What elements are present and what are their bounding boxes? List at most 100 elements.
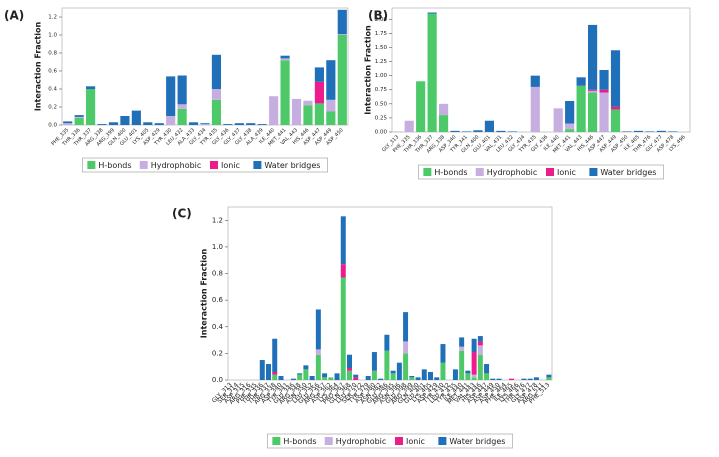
legend-label: Water bridges [264,161,320,170]
bar-segment [473,130,483,132]
bar-segment [490,378,496,380]
bar-segment [484,120,495,132]
bar-segment [314,103,324,125]
bar-segment [645,131,655,132]
bar-segment [599,89,609,93]
bar-segment [278,376,284,380]
bar-segment [74,117,84,125]
bar-segment [587,24,598,90]
bar-segment [297,373,303,375]
bar-segment [86,86,96,89]
bar-segment [484,373,490,380]
bar-segment [404,120,414,132]
y-tick-label: 1.0 [48,33,57,39]
bar-segment [390,370,396,374]
bar-segment [427,13,437,132]
legend-label: Hydrophobic [487,168,538,177]
bar-segment [477,354,483,380]
legend-label: Ionic [221,161,240,170]
y-tick-label: 1.75 [375,31,388,37]
bar-segment [353,377,359,380]
bar-segment [415,377,421,380]
bar-segment [599,70,609,90]
bar-segment [507,131,517,132]
legend-swatch [395,437,403,445]
panel-label: (B) [368,9,388,23]
bar-segment [587,90,598,93]
bar-segment [393,131,403,132]
bar-segment [328,377,334,380]
bar-segment [280,55,290,59]
y-tick-label: 1.50 [375,45,388,51]
panel-label: (A) [4,9,24,23]
y-tick-label: 1.2 [48,15,57,21]
legend-swatch [589,168,598,176]
y-axis-label: Interaction Fraction [364,25,373,115]
bar-segment [622,131,632,132]
bar-segment [347,370,352,380]
bar-segment [337,34,347,35]
bar-segment [154,123,164,125]
bar-segment [427,12,437,14]
bar-segment [259,360,265,380]
legend-swatch [272,437,281,445]
legend-label: Hydrophobic [336,437,387,446]
bar-segment [272,374,278,380]
bar-segment [553,108,563,132]
bar-segment [340,277,346,380]
bar-segment [234,123,244,125]
bar-segment [565,123,575,130]
legend-label: Water bridges [600,168,656,177]
plot-frame [227,206,553,381]
bar-segment [177,75,187,105]
bar-segment [246,123,256,125]
bar-segment [86,89,96,125]
bar-segment [440,362,446,380]
bar-segment [668,131,678,132]
bar-segment [177,104,187,109]
bar-segment [421,369,427,380]
y-tick-label: 0.6 [212,296,224,304]
legend-swatch [423,168,432,176]
bar-segment [384,334,390,351]
bar-segment [546,374,552,378]
bar-segment [496,378,502,380]
legend-label: Hydrophobic [151,161,202,170]
bar-segment [303,100,313,106]
legend-label: Ionic [557,168,576,177]
bar-segment [63,123,73,125]
bar-segment [211,54,222,89]
bar-segment [587,92,598,132]
bar-segment [477,345,483,355]
bar-segment [340,216,346,265]
bar-segment [633,130,644,132]
y-tick-label: 0.4 [48,87,57,93]
bar-segment [390,373,396,380]
bar-segment [527,378,533,380]
bar-segment [565,101,575,124]
bar-segment [326,60,336,100]
bar-segment [521,378,527,380]
bar-segment [297,374,303,380]
bar-segment [587,89,598,91]
bar-segment [471,377,477,380]
bar-segment [484,364,490,374]
bar-segment [471,352,477,375]
bar-segment [576,77,586,86]
bar-segment [384,350,390,380]
bar-segment [166,76,176,116]
bar-segment [599,92,609,132]
bar-segment [280,58,290,61]
bar-segment [409,376,415,378]
legend-swatch [438,437,447,445]
bar-segment [314,81,324,104]
bar-segment [365,376,371,380]
bar-segment [322,377,328,380]
bar-segment [303,105,313,125]
bar-segment [434,377,440,380]
legend-label: H-bonds [434,168,467,177]
y-tick-label: 0.2 [212,349,223,357]
y-tick-label: 2.00 [375,17,388,23]
bar-segment [428,372,433,380]
